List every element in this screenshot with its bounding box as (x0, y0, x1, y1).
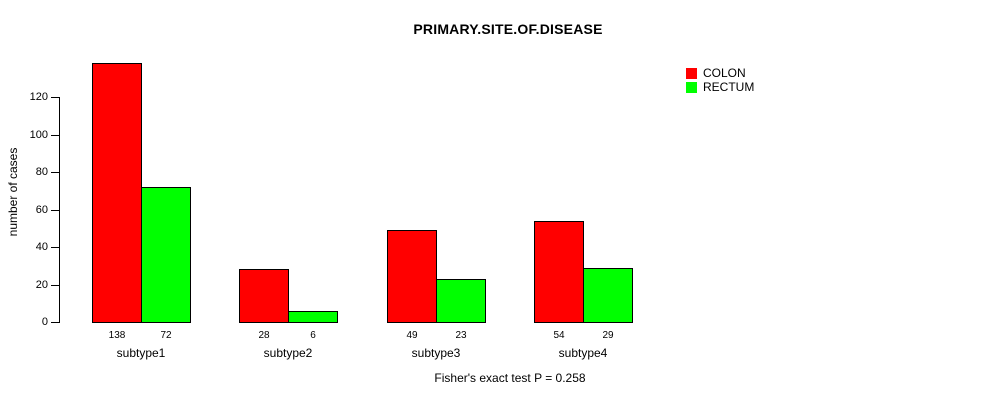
bar-colon-subtype2 (239, 269, 289, 323)
bar-colon-subtype4 (534, 221, 584, 323)
bar-colon-subtype3 (387, 230, 437, 323)
bar-value-label-colon-subtype3: 49 (406, 330, 418, 341)
y-tick-mark (51, 135, 59, 136)
bar-value-label-colon-subtype2: 28 (258, 330, 270, 341)
bar-rectum-subtype2 (288, 311, 338, 323)
y-tick-label: 120 (29, 91, 48, 103)
bar-rectum-subtype3 (436, 279, 486, 323)
x-category-label-subtype2: subtype2 (263, 346, 313, 360)
bar-colon-subtype1 (92, 63, 142, 323)
legend-row-rectum: RECTUM (686, 80, 754, 94)
annotation-caption: Fisher's exact test P = 0.258 (434, 371, 586, 385)
legend-label-colon: COLON (703, 66, 746, 80)
x-category-label-subtype1: subtype1 (116, 346, 166, 360)
legend-label-rectum: RECTUM (703, 80, 755, 94)
legend-swatch-rectum (686, 81, 697, 93)
y-tick-label: 80 (35, 166, 48, 178)
y-tick-mark (51, 247, 59, 248)
y-tick-mark (51, 285, 59, 286)
legend-row-colon: COLON (686, 66, 754, 80)
bar-value-label-rectum-subtype1: 72 (160, 330, 172, 341)
y-tick-label: 0 (41, 316, 48, 328)
bar-value-label-rectum-subtype2: 6 (310, 330, 316, 341)
y-axis-line (59, 97, 60, 323)
legend-swatch-colon (686, 67, 697, 79)
y-tick-label: 60 (35, 204, 48, 216)
legend: COLON RECTUM (686, 66, 754, 94)
bar-value-label-rectum-subtype3: 23 (455, 330, 467, 341)
y-tick-label: 100 (29, 129, 48, 141)
bar-value-label-colon-subtype1: 138 (108, 330, 126, 341)
x-category-label-subtype4: subtype4 (558, 346, 608, 360)
bar-rectum-subtype4 (583, 268, 633, 323)
y-tick-label: 20 (35, 279, 48, 291)
y-tick-mark (51, 322, 59, 323)
bar-rectum-subtype1 (141, 187, 191, 323)
x-category-label-subtype3: subtype3 (411, 346, 461, 360)
y-tick-label: 40 (35, 241, 48, 253)
y-axis-label: number of cases (6, 147, 20, 237)
chart-title: PRIMARY.SITE.OF.DISEASE (413, 21, 603, 37)
y-tick-mark (51, 172, 59, 173)
y-tick-mark (51, 210, 59, 211)
y-tick-mark (51, 97, 59, 98)
bar-value-label-colon-subtype4: 54 (553, 330, 565, 341)
bar-value-label-rectum-subtype4: 29 (602, 330, 614, 341)
